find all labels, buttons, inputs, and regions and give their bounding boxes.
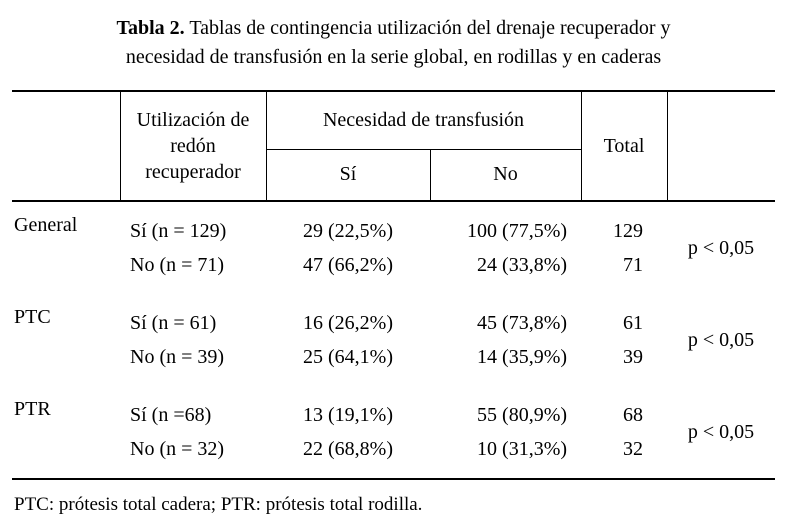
cell-line: 22 (68,8%) bbox=[303, 438, 393, 460]
table-row-ptc: PTC Sí (n = 61) No (n = 39) 16 (26,2%) 2… bbox=[12, 294, 775, 386]
table-caption-text1: Tablas de contingencia utilización del d… bbox=[189, 17, 671, 39]
header-pvalue-empty bbox=[667, 90, 776, 202]
header-drain-usage: Utilización de redón recuperador bbox=[120, 90, 267, 202]
cell-line: 129 bbox=[613, 220, 644, 242]
header-total: Total bbox=[581, 90, 668, 202]
header-yes: Sí bbox=[266, 149, 431, 202]
cell-line-yes: Sí (n =68) bbox=[130, 404, 212, 426]
row-group-label: PTC bbox=[14, 306, 51, 328]
cell-line: 68 bbox=[623, 404, 644, 426]
cell-line: 39 bbox=[623, 346, 644, 368]
cell-drain-usage: Sí (n =68) No (n = 32) bbox=[120, 386, 266, 480]
cell-line-yes: Sí (n = 61) bbox=[130, 312, 217, 334]
table-caption-label: Tabla 2. bbox=[116, 17, 185, 39]
cell-transfusion-yes: 13 (19,1%) 22 (68,8%) bbox=[266, 386, 430, 480]
cell-total: 61 39 bbox=[581, 294, 667, 386]
cell-transfusion-no: 55 (80,9%) 10 (31,3%) bbox=[430, 386, 582, 480]
page: Tabla 2. Tablas de contingencia utilizac… bbox=[12, 14, 776, 515]
cell-line: 55 (80,9%) bbox=[477, 404, 568, 426]
cell-transfusion-yes: 29 (22,5%) 47 (66,2%) bbox=[266, 201, 430, 294]
cell-line: 13 (19,1%) bbox=[303, 404, 393, 426]
cell-drain-usage: Sí (n = 129) No (n = 71) bbox=[120, 201, 266, 294]
table-row-ptr: PTR Sí (n =68) No (n = 32) 13 (19,1%) 22… bbox=[12, 386, 776, 480]
footnote: PTC: prótesis total cadera; PTR: prótesi… bbox=[14, 494, 423, 515]
header-corner-empty bbox=[12, 90, 121, 202]
header-transfusion-need: Necesidad de transfusión bbox=[266, 90, 582, 150]
cell-line: 25 (64,1%) bbox=[303, 346, 393, 368]
cell-line-no: No (n = 32) bbox=[130, 438, 225, 460]
cell-transfusion-yes: 16 (26,2%) 25 (64,1%) bbox=[266, 294, 430, 386]
cell-line: 24 (33,8%) bbox=[477, 254, 568, 276]
cell-total: 68 32 bbox=[581, 386, 668, 480]
cell-line: 16 (26,2%) bbox=[303, 312, 393, 334]
row-group-label: PTR bbox=[12, 386, 120, 480]
cell-total: 129 71 bbox=[581, 201, 667, 294]
cell-line: 29 (22,5%) bbox=[303, 220, 393, 242]
cell-transfusion-no: 100 (77,5%) 24 (33,8%) bbox=[430, 201, 581, 294]
cell-line-yes: Sí (n = 129) bbox=[130, 220, 227, 242]
cell-transfusion-no: 45 (73,8%) 14 (35,9%) bbox=[430, 294, 581, 386]
cell-line: 45 (73,8%) bbox=[477, 312, 568, 334]
table-caption-line2: necesidad de transfusión en la serie glo… bbox=[125, 46, 662, 68]
cell-line: 100 (77,5%) bbox=[467, 220, 568, 242]
contingency-table: Utilización de redón recuperador Necesid… bbox=[12, 90, 776, 480]
cell-line-no: No (n = 39) bbox=[130, 346, 225, 368]
cell-line: 71 bbox=[623, 254, 644, 276]
table-caption-line1: Tabla 2. Tablas de contingencia utilizac… bbox=[12, 14, 775, 43]
header-no: No bbox=[430, 149, 582, 202]
cell-line: 61 bbox=[623, 312, 644, 334]
cell-p-value: p < 0,05 bbox=[687, 236, 755, 259]
table-row-general: General Sí (n = 129) No (n = 71) 29 (22,… bbox=[12, 201, 775, 294]
cell-line: 47 (66,2%) bbox=[303, 254, 393, 276]
row-group-label: General bbox=[14, 214, 78, 236]
cell-line-no: No (n = 71) bbox=[130, 254, 225, 276]
cell-p-value: p < 0,05 bbox=[687, 328, 755, 351]
cell-p-value: p < 0,05 bbox=[667, 386, 776, 480]
cell-drain-usage: Sí (n = 61) No (n = 39) bbox=[120, 294, 266, 386]
header-row-1: Utilización de redón recuperador Necesid… bbox=[12, 90, 776, 202]
cell-line: 10 (31,3%) bbox=[477, 438, 568, 460]
header-row-2: Sí No bbox=[12, 149, 775, 202]
table-caption: Tabla 2. Tablas de contingencia utilizac… bbox=[12, 14, 775, 72]
cell-line: 32 bbox=[623, 438, 644, 460]
cell-line: 14 (35,9%) bbox=[477, 346, 568, 368]
